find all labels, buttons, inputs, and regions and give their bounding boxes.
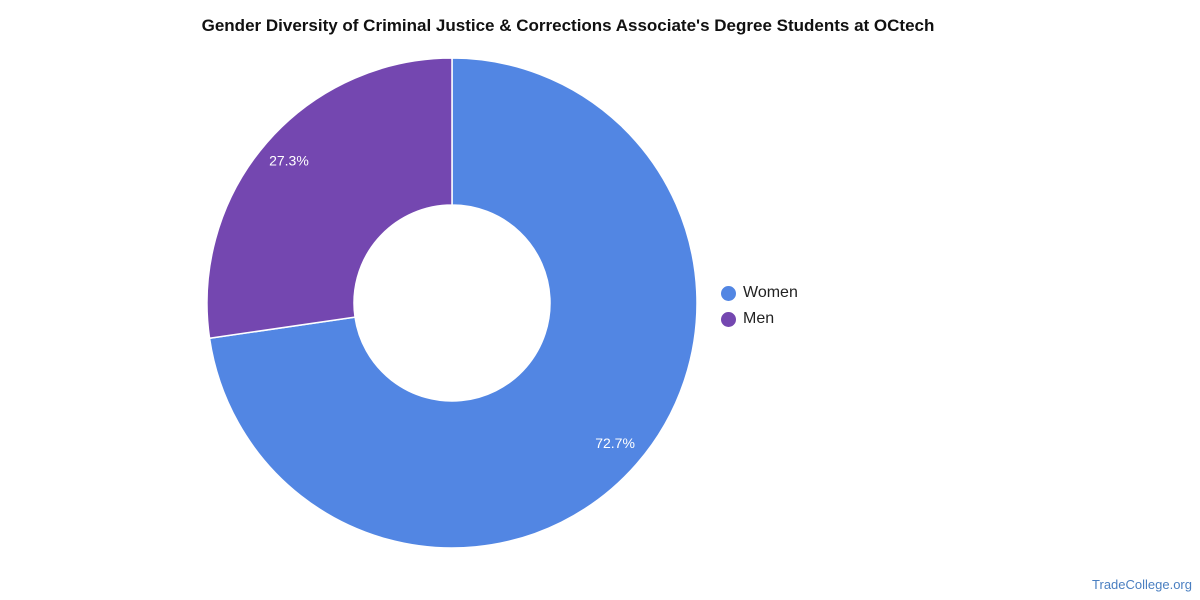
slice-label-men: 27.3% xyxy=(269,153,309,169)
legend-label-men: Men xyxy=(743,310,775,327)
legend-item-women[interactable]: Women xyxy=(721,280,798,306)
chart-title: Gender Diversity of Criminal Justice & C… xyxy=(201,16,935,35)
legend-swatch-women xyxy=(721,285,736,301)
chart-legend: Women Men xyxy=(721,280,798,332)
legend-label-women: Women xyxy=(743,284,798,301)
slice-label-women: 72.7% xyxy=(595,435,635,451)
site-watermark[interactable]: TradeCollege.org xyxy=(1092,577,1192,592)
slice-women[interactable] xyxy=(208,57,698,549)
legend-swatch-men xyxy=(721,311,736,327)
legend-item-men[interactable]: Men xyxy=(721,306,798,332)
slice-men[interactable] xyxy=(206,57,453,340)
